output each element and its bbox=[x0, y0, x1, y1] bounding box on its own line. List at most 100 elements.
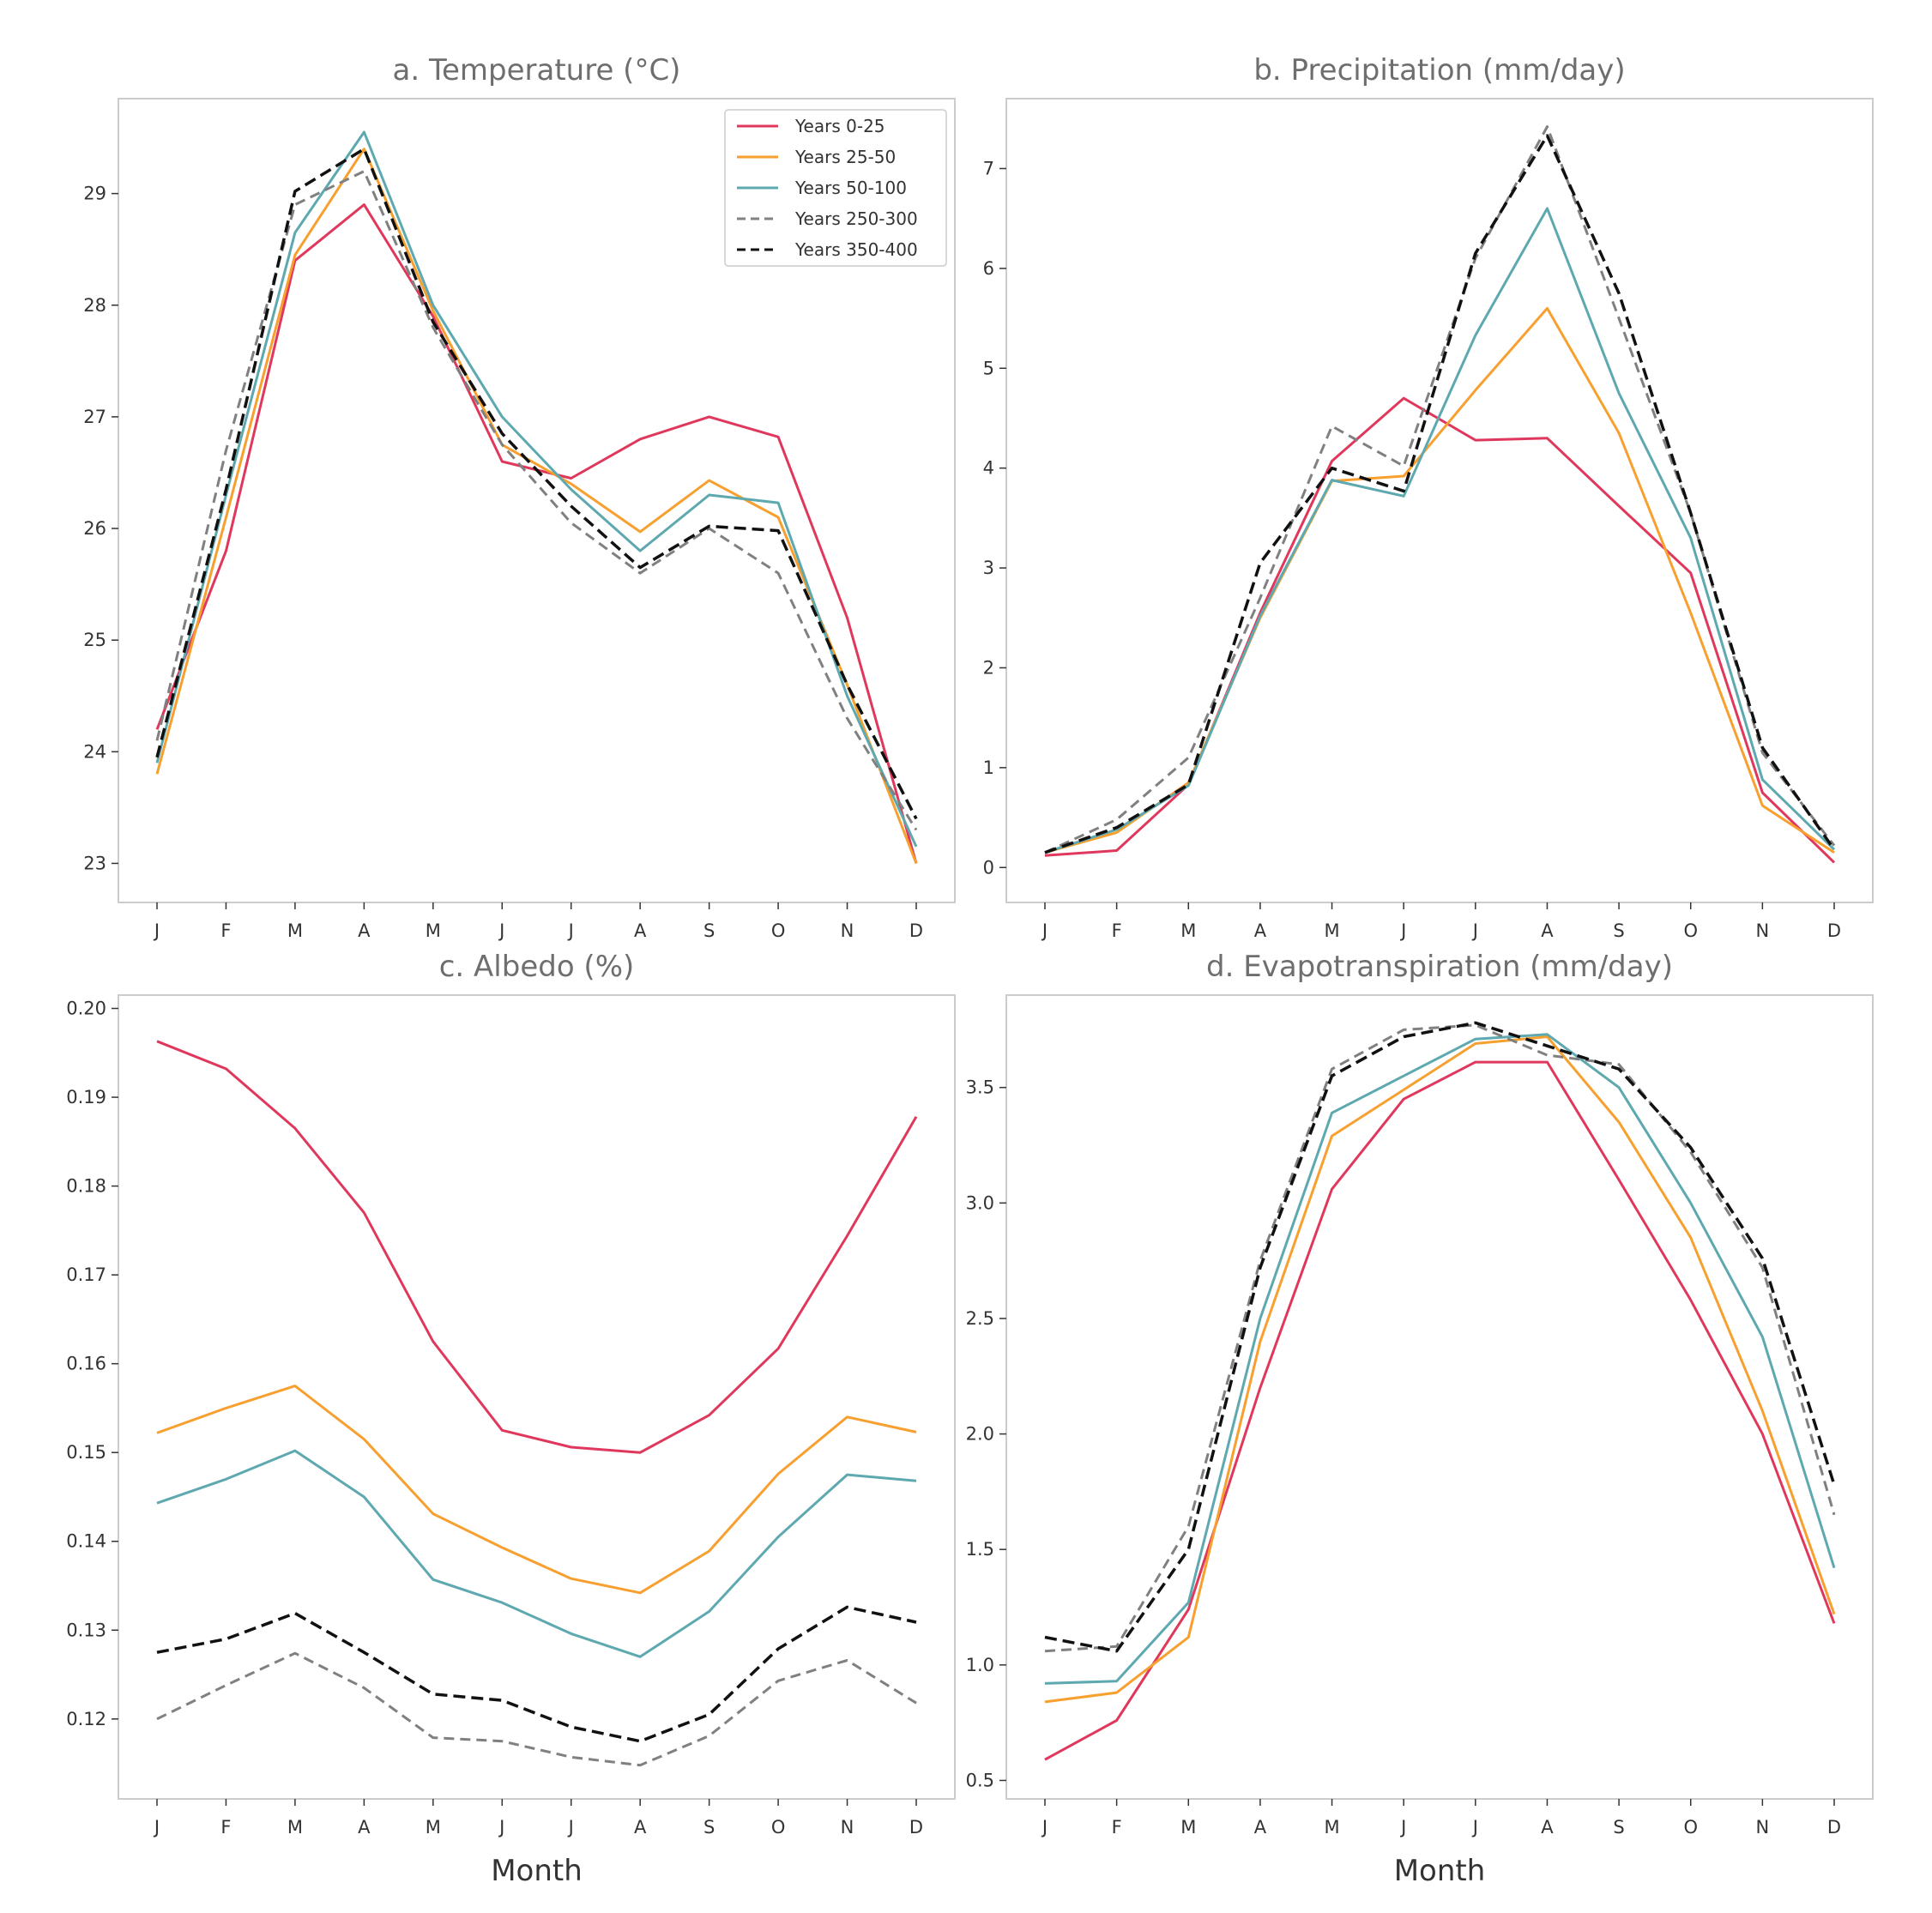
series-line-years-250-300 bbox=[1044, 125, 1836, 854]
x-tick-label: M bbox=[1180, 920, 1196, 941]
x-tick-label: O bbox=[1683, 920, 1698, 941]
legend-box bbox=[724, 109, 947, 267]
x-tick-label: J bbox=[567, 920, 574, 941]
x-tick-label: S bbox=[703, 920, 715, 941]
y-tick-label: 24 bbox=[83, 741, 106, 762]
x-tick-label: S bbox=[1613, 920, 1624, 941]
legend-label: Years 350-400 bbox=[794, 239, 918, 260]
x-tick-label: M bbox=[287, 1817, 303, 1838]
x-tick-label: J bbox=[1399, 1817, 1406, 1838]
series-line-years-50-100 bbox=[1044, 1033, 1836, 1685]
x-tick-label: J bbox=[1471, 1817, 1478, 1838]
series-line-years-25-50 bbox=[1044, 306, 1835, 854]
x-tick-label: N bbox=[841, 1817, 854, 1838]
x-tick-label: M bbox=[426, 1817, 441, 1838]
chart-title: c. Albedo (%) bbox=[439, 950, 635, 984]
x-tick-label: J bbox=[498, 920, 504, 941]
x-tick-label: F bbox=[1112, 1817, 1122, 1838]
x-tick-label: D bbox=[909, 920, 923, 941]
y-tick-label: 6 bbox=[983, 258, 994, 279]
y-tick-label: 0.15 bbox=[66, 1442, 106, 1463]
x-tick-label: F bbox=[220, 1817, 231, 1838]
x-tick-label: S bbox=[703, 1817, 715, 1838]
y-tick-label: 2.5 bbox=[966, 1308, 994, 1329]
y-tick-label: 0.20 bbox=[66, 999, 106, 1019]
series-line-years-50-100 bbox=[1044, 207, 1836, 854]
x-tick-label: A bbox=[1254, 1817, 1267, 1838]
x-tick-label: M bbox=[287, 920, 303, 941]
x-tick-label: F bbox=[1112, 920, 1122, 941]
x-tick-label: D bbox=[909, 1817, 923, 1838]
x-axis-label: Month bbox=[491, 1854, 583, 1888]
legend-label: Years 0-25 bbox=[794, 116, 885, 136]
y-tick-label: 27 bbox=[83, 407, 106, 427]
y-tick-label: 3.0 bbox=[966, 1192, 994, 1213]
legend-label: Years 25-50 bbox=[794, 147, 896, 167]
x-tick-label: D bbox=[1827, 1817, 1841, 1838]
y-tick-label: 1.0 bbox=[966, 1655, 994, 1675]
y-tick-label: 2.0 bbox=[966, 1424, 994, 1445]
x-tick-label: J bbox=[1041, 1817, 1048, 1838]
x-tick-label: A bbox=[358, 920, 371, 941]
x-tick-label: O bbox=[771, 1817, 786, 1838]
y-tick-label: 0.18 bbox=[66, 1176, 106, 1197]
series-line-years-350-400 bbox=[1044, 1021, 1836, 1653]
y-tick-label: 5 bbox=[983, 358, 994, 378]
legend: Years 0-25 Years 25-50 Years 50-100 Years 2… bbox=[724, 109, 947, 267]
plot-frame bbox=[118, 994, 956, 1800]
x-tick-label: J bbox=[1399, 920, 1406, 941]
x-tick-label: J bbox=[153, 1817, 160, 1838]
y-tick-label: 4 bbox=[983, 458, 994, 479]
y-tick-label: 0.13 bbox=[66, 1620, 106, 1640]
y-tick-label: 3 bbox=[983, 558, 994, 578]
panel-evapotranspiration: d. Evapotranspiration (mm/day) 0.5 1.0 1.5 2… bbox=[966, 950, 1874, 1888]
x-tick-label: S bbox=[1613, 1817, 1624, 1838]
y-tick-label: 26 bbox=[83, 518, 106, 539]
y-tick-label: 0.17 bbox=[66, 1264, 106, 1285]
x-tick-label: M bbox=[1324, 1817, 1339, 1838]
chart-title: b. Precipitation (mm/day) bbox=[1253, 53, 1625, 88]
y-tick-label: 0.5 bbox=[966, 1770, 994, 1790]
y-tick-label: 0.19 bbox=[66, 1087, 106, 1107]
x-tick-label: J bbox=[567, 1817, 574, 1838]
series-line-years-50-100 bbox=[156, 1449, 917, 1658]
x-tick-label: N bbox=[1756, 920, 1770, 941]
series-line-years-0-25 bbox=[1044, 396, 1836, 864]
x-tick-label: M bbox=[1180, 1817, 1196, 1838]
x-tick-label: N bbox=[1756, 1817, 1770, 1838]
series-line-years-350-400 bbox=[156, 1605, 917, 1743]
x-tick-label: O bbox=[771, 920, 786, 941]
panel-precipitation: b. Precipitation (mm/day) 0 1 2 3 4 5 6 7 J F M A M J J… bbox=[983, 53, 1874, 941]
x-tick-label: J bbox=[153, 920, 160, 941]
chart-title: a. Temperature (°C) bbox=[393, 53, 681, 88]
x-tick-label: A bbox=[634, 1817, 647, 1838]
x-tick-label: M bbox=[426, 920, 441, 941]
series-line-years-0-25 bbox=[1044, 1060, 1836, 1761]
panel-albedo: c. Albedo (%) 0.12 0.13 0.14 0.15 0.16 0.17 0.1… bbox=[66, 950, 956, 1888]
series-line-years-350-400 bbox=[155, 147, 918, 820]
y-tick-label: 7 bbox=[983, 158, 994, 178]
y-tick-label: 29 bbox=[83, 184, 106, 204]
series-line-years-350-400 bbox=[1044, 134, 1836, 854]
legend-label: Years 250-300 bbox=[794, 208, 918, 229]
x-axis-label: Month bbox=[1394, 1854, 1486, 1888]
x-tick-label: F bbox=[220, 920, 231, 941]
y-tick-label: 0.12 bbox=[66, 1709, 106, 1729]
x-tick-label: J bbox=[498, 1817, 504, 1838]
x-tick-label: J bbox=[1041, 920, 1048, 941]
x-tick-label: D bbox=[1827, 920, 1841, 941]
series-line-years-250-300 bbox=[1044, 1023, 1836, 1653]
y-tick-label: 1.5 bbox=[966, 1539, 994, 1560]
y-tick-label: 0.16 bbox=[66, 1354, 106, 1374]
y-tick-label: 3.5 bbox=[966, 1077, 994, 1098]
y-tick-label: 1 bbox=[983, 757, 994, 778]
series-line-years-25-50 bbox=[1044, 1035, 1836, 1704]
y-tick-label: 0.14 bbox=[66, 1531, 106, 1552]
series-line-years-50-100 bbox=[155, 130, 918, 848]
x-tick-label: A bbox=[358, 1817, 371, 1838]
x-tick-label: O bbox=[1683, 1817, 1698, 1838]
x-tick-label: M bbox=[1324, 920, 1339, 941]
series-line-years-250-300 bbox=[156, 1651, 917, 1767]
panel-temperature: a. Temperature (°C) 23 24 25 26 27 28 29 J F M A M J J… bbox=[83, 53, 956, 941]
